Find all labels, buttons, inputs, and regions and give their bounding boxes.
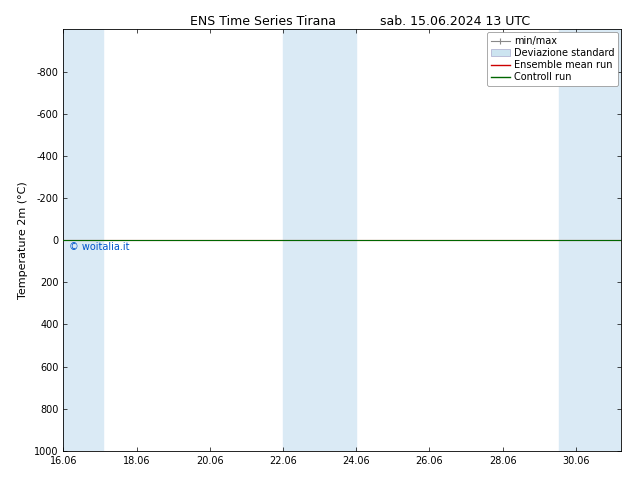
Y-axis label: Temperature 2m (°C): Temperature 2m (°C) xyxy=(18,181,29,299)
Bar xyxy=(283,29,356,451)
Bar xyxy=(63,29,103,451)
Text: ENS Time Series Tirana: ENS Time Series Tirana xyxy=(190,15,336,28)
Bar xyxy=(559,29,621,451)
Legend: min/max, Deviazione standard, Ensemble mean run, Controll run: min/max, Deviazione standard, Ensemble m… xyxy=(487,32,618,86)
Text: sab. 15.06.2024 13 UTC: sab. 15.06.2024 13 UTC xyxy=(380,15,531,28)
Text: © woitalia.it: © woitalia.it xyxy=(69,242,129,252)
